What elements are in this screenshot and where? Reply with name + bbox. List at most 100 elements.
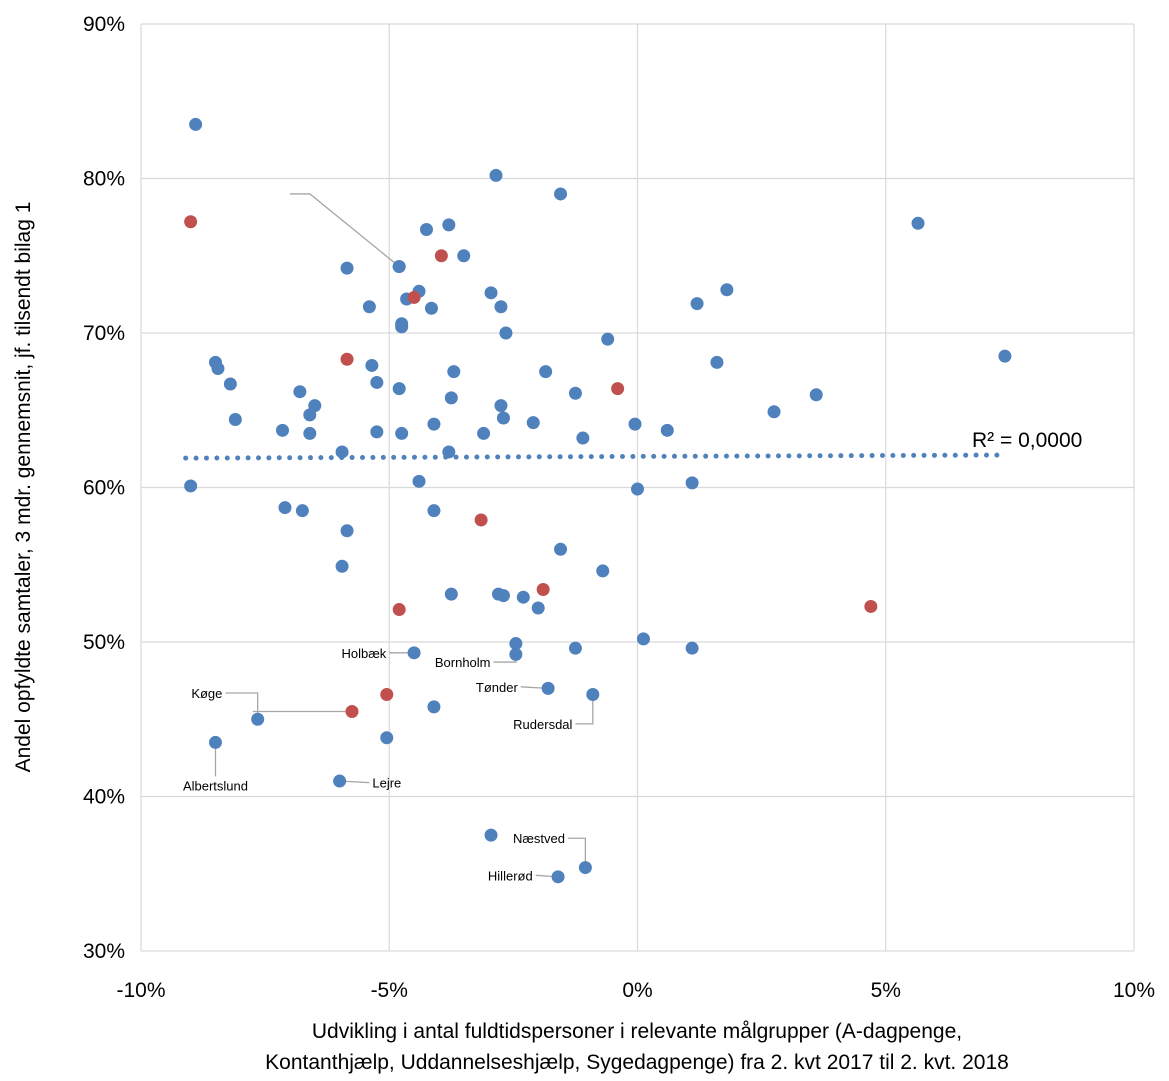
data-point — [496, 589, 510, 603]
data-point — [685, 476, 699, 490]
data-point — [444, 391, 458, 405]
data-point — [660, 423, 674, 437]
data-point — [308, 399, 322, 413]
data-point — [526, 416, 540, 430]
y-axis-title: Andel opfyldte samtaler, 3 mdr. gennemsn… — [12, 202, 35, 773]
gridlines — [140, 23, 1135, 952]
data-point — [380, 731, 394, 745]
data-point — [380, 688, 394, 702]
data-point — [531, 601, 545, 615]
trendline-dotted-line — [183, 452, 1008, 461]
data-point — [509, 637, 523, 651]
annotation-label: Rudersdal — [513, 717, 572, 732]
y-tick-label: 70% — [83, 322, 125, 345]
data-point — [601, 332, 615, 346]
data-point — [568, 386, 582, 400]
labeled-data-point — [578, 861, 592, 875]
data-point — [427, 700, 441, 714]
data-point — [554, 542, 568, 556]
data-point — [809, 388, 823, 402]
x-tick-labels: -10% -5% 0% 5% 10% — [116, 979, 1155, 1002]
labeled-data-point — [333, 774, 347, 788]
data-point — [278, 501, 292, 515]
annotation-label: Køge — [191, 686, 222, 701]
data-point — [395, 320, 409, 334]
annotation-leader-line — [567, 837, 587, 868]
annotation-label: Bornholm — [435, 655, 491, 670]
trendline — [183, 452, 1008, 461]
data-point — [998, 349, 1012, 363]
x-tick-label: -5% — [371, 979, 408, 1002]
data-point — [685, 641, 699, 655]
data-point — [370, 375, 384, 389]
annotation-label: Næstved — [513, 831, 565, 846]
data-point — [690, 297, 704, 311]
data-point — [447, 365, 461, 379]
data-point — [184, 215, 198, 229]
data-point — [211, 362, 225, 376]
data-point — [303, 426, 317, 440]
data-point — [611, 382, 625, 396]
annotation-label: Hillerød — [488, 868, 533, 883]
data-point — [767, 405, 781, 419]
data-point — [536, 582, 550, 596]
data-point — [474, 513, 488, 527]
data-point — [442, 445, 456, 459]
data-point — [370, 425, 384, 439]
data-point — [362, 300, 376, 314]
data-point — [442, 218, 456, 232]
data-point — [340, 261, 354, 275]
data-point — [427, 417, 441, 431]
data-point — [576, 431, 590, 445]
data-point — [392, 603, 406, 617]
data-point — [631, 482, 644, 496]
x-axis-title-line-2: Kontanthjælp, Uddannelseshjælp, Sygedagp… — [265, 1051, 1009, 1074]
data-point — [335, 445, 349, 459]
labeled-data-point — [251, 712, 265, 726]
data-point — [477, 426, 491, 440]
annotation-label: Albertslund — [183, 778, 248, 793]
y-tick-label: 50% — [83, 631, 125, 654]
data-point — [494, 300, 508, 314]
data-point — [628, 417, 642, 431]
data-point — [636, 632, 650, 646]
data-point — [489, 168, 503, 182]
y-tick-label: 60% — [83, 477, 125, 500]
data-point — [516, 590, 530, 604]
data-point — [184, 479, 198, 493]
x-tick-label: 10% — [1113, 979, 1155, 1002]
data-point — [434, 249, 448, 263]
labeled-data-point — [586, 688, 600, 702]
r-squared-label: R² = 0,0000 — [972, 429, 1082, 452]
data-point — [554, 187, 568, 201]
data-point — [395, 426, 409, 440]
data-point — [295, 504, 309, 518]
y-tick-label: 80% — [83, 168, 125, 191]
data-point — [427, 504, 441, 518]
y-tick-label: 90% — [83, 13, 125, 36]
data-point — [293, 385, 307, 399]
data-point — [596, 564, 610, 578]
y-tick-label: 30% — [83, 940, 125, 963]
annotation-label: Tønder — [476, 680, 519, 695]
data-point — [457, 249, 471, 263]
data-point — [568, 641, 582, 655]
annotation-label: Holbæk — [341, 646, 386, 661]
data-point — [864, 599, 878, 613]
annotation-leader-line — [575, 694, 594, 725]
labeled-data-point — [392, 260, 406, 274]
data-point — [412, 474, 426, 488]
data-point — [484, 286, 498, 300]
data-point — [223, 377, 237, 391]
data-point — [365, 358, 379, 372]
data-point — [340, 524, 354, 538]
data-point — [392, 382, 406, 396]
data-point — [911, 216, 925, 230]
data-point — [720, 283, 734, 297]
data-point — [496, 411, 510, 425]
data-point — [444, 587, 458, 601]
annotation-label: Lejre — [372, 776, 401, 791]
labeled-data-point — [345, 705, 359, 719]
data-point — [228, 413, 242, 427]
